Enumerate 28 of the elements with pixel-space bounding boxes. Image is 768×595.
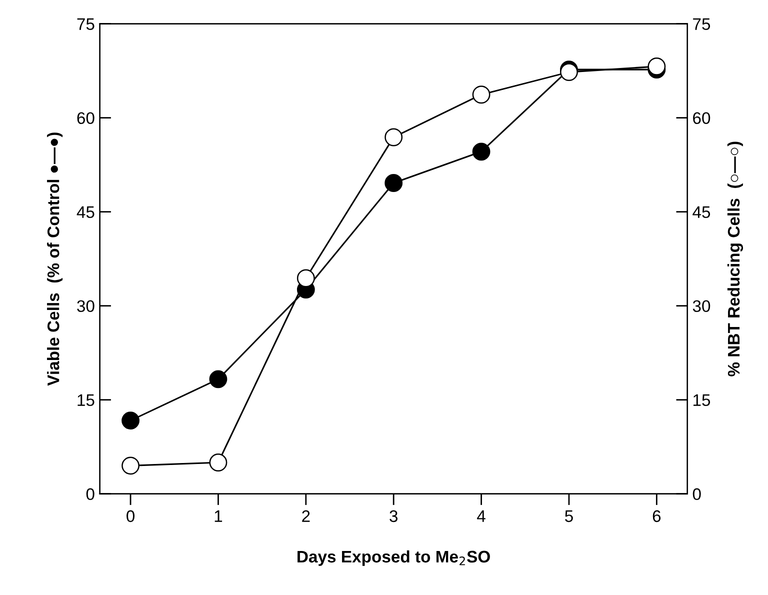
x-tick-label: 2: [302, 510, 310, 522]
x-tick-label: 3: [390, 510, 398, 522]
y2-tick-label: 45: [692, 206, 710, 218]
y-tick-label: 60: [77, 112, 94, 124]
point: [296, 269, 315, 288]
y-tick-label: 15: [78, 394, 94, 406]
point: [209, 370, 228, 388]
x-tick-label: 5: [565, 510, 573, 522]
x-tick-label: 0: [126, 510, 135, 522]
x-tick-label: 6: [652, 510, 661, 522]
y2-tick-label: 30: [692, 300, 710, 312]
x-tick-label: 4: [477, 510, 486, 522]
y-tick-label: 30: [77, 300, 94, 312]
y-axis-title: Viable Cells (% of Control ●—●): [47, 132, 63, 386]
y2-axis-title: % NBT Reducing Cells (○—○): [727, 142, 744, 376]
y2-tick-label: 75: [693, 18, 710, 30]
point: [384, 174, 403, 192]
point: [472, 142, 490, 161]
y2-tick-label: 15: [693, 394, 710, 406]
x-tick-label: 1: [214, 510, 222, 522]
y-tick-label: 0: [86, 488, 94, 500]
y2-tick-label: 60: [693, 112, 710, 124]
point: [122, 412, 140, 430]
y-tick-label: 75: [77, 18, 94, 30]
y-tick-label: 45: [76, 206, 94, 218]
point: [648, 57, 666, 76]
x-axis-title: Days Exposed to Me$_{2}$SO: [298, 550, 490, 566]
y2-tick-label: 0: [692, 488, 701, 500]
